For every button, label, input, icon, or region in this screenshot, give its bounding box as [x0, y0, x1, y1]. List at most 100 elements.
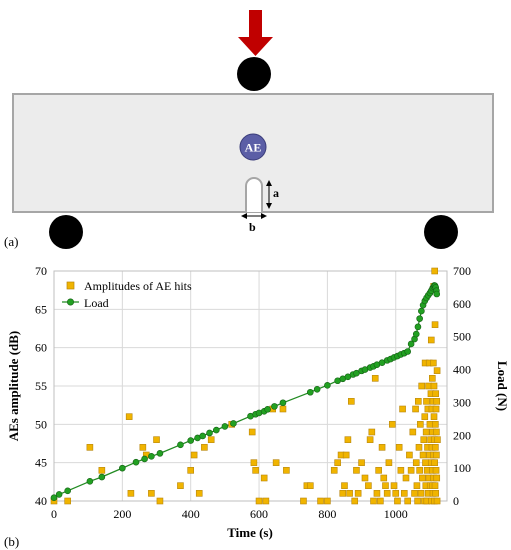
ae-sensor	[239, 133, 267, 161]
amplitude-point	[432, 390, 440, 397]
amplitude-point	[380, 474, 388, 482]
load-point	[307, 388, 314, 396]
load-point	[86, 477, 94, 485]
load-point	[221, 423, 229, 430]
amplitude-point	[125, 413, 133, 420]
amplitude-point	[433, 367, 441, 374]
amplitude-point	[344, 436, 352, 443]
amplitude-point	[409, 428, 417, 436]
amplitude-point	[422, 459, 429, 466]
right-support-roller	[424, 215, 458, 249]
y-tick-label: 70	[35, 264, 47, 278]
load-point	[418, 307, 425, 315]
y2-tick-label: 100	[453, 461, 471, 475]
load-point	[132, 458, 140, 466]
notch	[245, 177, 263, 212]
amplitude-point	[370, 497, 377, 505]
amplitude-point	[415, 444, 423, 451]
legend-item-load: Load	[62, 296, 109, 310]
amplitude-point	[64, 497, 71, 505]
amplitude-point	[127, 490, 135, 497]
amplitude-point	[324, 497, 331, 505]
load-point	[98, 473, 106, 481]
load-line	[53, 284, 438, 499]
amplitude-point	[190, 451, 198, 459]
amplitude-point	[395, 444, 403, 451]
amplitude-point	[430, 413, 438, 420]
x-tick-label: 0	[51, 507, 57, 521]
amplitude-point	[419, 474, 426, 482]
load-point	[264, 406, 271, 413]
loading-roller	[237, 57, 271, 91]
load-point	[313, 385, 321, 393]
amplitude-point	[377, 497, 384, 505]
load-point	[412, 330, 420, 338]
amplitude-point	[279, 405, 287, 413]
amplitude-point	[418, 382, 426, 390]
amplitude-point	[406, 451, 413, 459]
amplitude-point	[433, 428, 440, 436]
amplitude-point	[156, 497, 164, 505]
chart-legend: Amplitudes of AE hits Load	[62, 279, 192, 310]
amplitude-point	[201, 444, 208, 451]
amplitude-point	[366, 436, 374, 443]
amplitude-point	[431, 321, 439, 328]
x-tick-label: 1000	[384, 507, 408, 521]
amplitude-point	[262, 497, 270, 505]
amplitude-point	[353, 467, 360, 474]
load-point	[119, 464, 126, 472]
amplitude-point	[148, 490, 155, 497]
amplitude-point	[400, 490, 408, 497]
amplitude-point	[382, 482, 389, 489]
amplitude-point	[412, 405, 419, 413]
y2-tick-label: 400	[453, 363, 471, 377]
legend-circle-marker	[67, 298, 75, 306]
right-axis-ticks: 0 100 200 300 400 500 600 700	[453, 264, 471, 508]
load-series	[53, 284, 438, 499]
y2-axis-title: Load (N)	[495, 361, 510, 411]
amplitude-point	[431, 267, 438, 275]
amplitude-point	[412, 459, 420, 466]
amplitude-point	[365, 482, 372, 489]
amplitude-point	[397, 467, 405, 474]
dimension-b-label: b	[249, 220, 256, 234]
amplitude-point	[416, 467, 423, 474]
amplitude-point	[375, 467, 382, 474]
amplitude-point	[432, 467, 440, 474]
amplitude-point	[358, 459, 365, 466]
load-arrow-icon	[238, 10, 273, 56]
legend-label-amplitudes: Amplitudes of AE hits	[84, 279, 192, 293]
y2-tick-label: 500	[453, 330, 471, 344]
amplitude-point	[433, 451, 440, 459]
load-point	[187, 437, 194, 444]
amplitude-point	[341, 482, 348, 489]
amplitude-point	[339, 490, 347, 497]
x-tick-label: 800	[318, 507, 336, 521]
amplitude-point	[351, 497, 359, 505]
amplitude-point	[402, 474, 410, 482]
amplitude-point	[86, 444, 94, 451]
amplitude-point	[317, 497, 324, 505]
x-tick-label: 600	[250, 507, 268, 521]
amplitude-point	[385, 459, 393, 466]
amplitude-point	[354, 490, 362, 497]
y2-tick-label: 700	[453, 264, 471, 278]
amplitude-point	[260, 474, 268, 482]
panel-a-tag: (a)	[4, 234, 18, 249]
amplitude-point	[419, 451, 427, 459]
amplitude-point	[153, 436, 160, 443]
load-point	[416, 315, 423, 322]
x-axis-ticks: 0 200 400 600 800 1000	[51, 507, 408, 521]
y-tick-label: 55	[35, 379, 47, 393]
legend-item-amplitudes: Amplitudes of AE hits	[66, 279, 192, 293]
amplitude-point	[255, 497, 263, 505]
amplitude-point	[98, 467, 106, 474]
amplitude-point	[373, 490, 381, 497]
dimension-a-label: a	[273, 186, 279, 200]
load-point	[55, 491, 63, 498]
load-point	[148, 453, 155, 460]
amplitude-point	[432, 444, 439, 451]
amplitude-point	[348, 398, 355, 405]
amplitude-point	[334, 459, 341, 466]
panel-b-tag: (b)	[4, 534, 19, 549]
